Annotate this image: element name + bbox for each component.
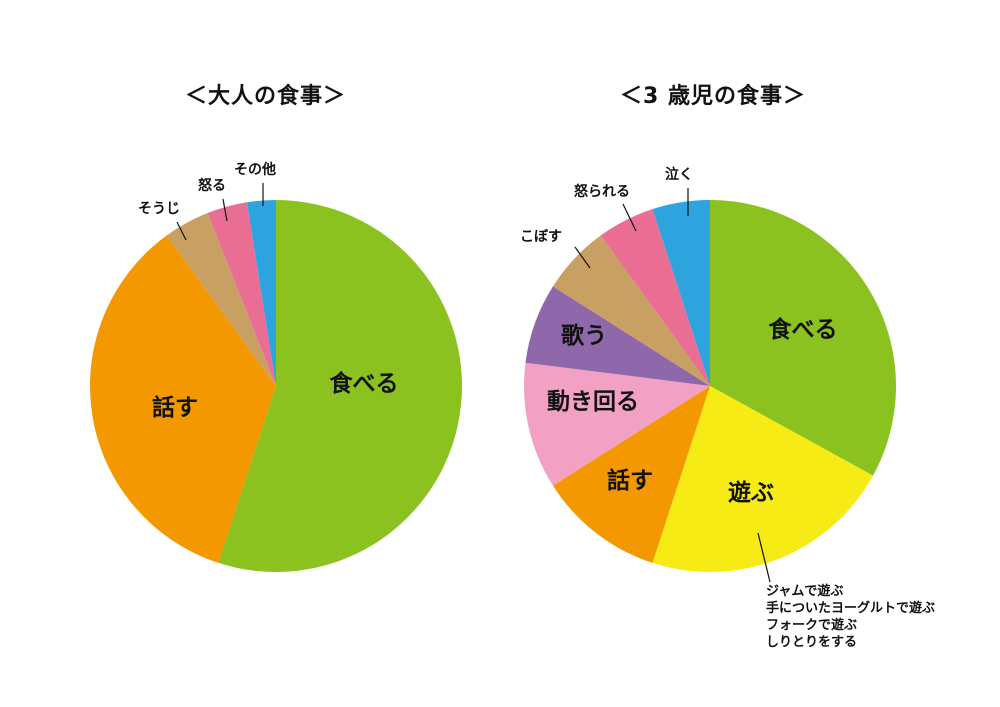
pie-slice — [207, 202, 276, 386]
pie-slice — [710, 200, 896, 476]
pie-slice — [166, 213, 276, 386]
slice-label: こぼす — [520, 229, 562, 245]
pie-slice — [600, 209, 710, 386]
pie-slice — [524, 362, 710, 486]
annotation-line: しりとりをする — [766, 635, 858, 650]
pie-slice — [525, 286, 710, 386]
slice-label: 怒る — [198, 177, 226, 194]
annotation-line: 手についたヨーグルトで遊ぶ — [766, 601, 936, 616]
leader-line — [222, 198, 228, 222]
pie-slice — [552, 386, 710, 563]
slice-label: 泣く — [665, 166, 693, 183]
slice-label: 歌う — [561, 322, 607, 349]
annotation-line: フォークで遊ぶ — [766, 618, 858, 633]
slice-label: 話す — [607, 467, 653, 494]
annotation-line: ジャムで遊ぶ — [766, 584, 844, 599]
play-annotation: ジャムで遊ぶ 手についたヨーグルトで遊ぶ フォークで遊ぶ しりとりをする — [766, 583, 935, 651]
slice-label: 怒られる — [574, 183, 630, 200]
slice-label: 食べる — [330, 370, 399, 397]
pie-slice — [652, 200, 710, 386]
slice-label: 話す — [152, 394, 198, 421]
chart-title-adult: ＜大人の食事＞ — [185, 84, 347, 109]
slice-label: 遊ぶ — [728, 479, 774, 506]
pie-slice — [89, 235, 277, 563]
slice-label: その他 — [234, 161, 276, 178]
leader-line — [176, 221, 187, 241]
pie-slice — [552, 235, 710, 386]
chart-title-child: ＜3 歳児の食事＞ — [620, 84, 806, 109]
leader-line — [622, 203, 637, 232]
pie-slice — [246, 200, 276, 386]
slice-label: 動き回る — [547, 389, 639, 415]
pie-slice — [218, 200, 462, 572]
leader-line — [574, 246, 591, 269]
pie-slice — [652, 386, 873, 573]
slice-label: そうじ — [138, 201, 180, 217]
slice-label: 食べる — [769, 316, 838, 343]
annotation-leader-line — [757, 532, 771, 583]
